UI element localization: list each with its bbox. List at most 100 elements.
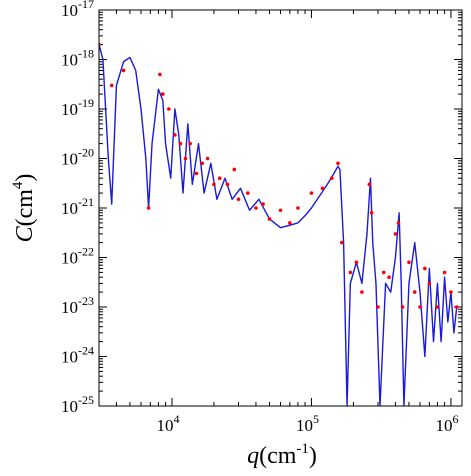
y-tick-label: 10-22 xyxy=(61,245,94,268)
data-point xyxy=(442,270,447,275)
x-tick-exp: 4 xyxy=(173,412,179,426)
data-point xyxy=(158,72,162,77)
y-tick-exp: -20 xyxy=(78,146,94,160)
data-point xyxy=(296,206,300,210)
data-point xyxy=(146,206,151,210)
data-point xyxy=(376,305,380,309)
data-point xyxy=(194,171,199,176)
data-point xyxy=(348,270,353,275)
data-point xyxy=(161,92,165,96)
y-tick-base: 10 xyxy=(61,348,78,367)
data-point xyxy=(407,260,411,265)
x-tick-labels: 104 105 106 xyxy=(156,412,458,435)
data-point xyxy=(173,133,177,137)
y-tick-base: 10 xyxy=(61,51,78,70)
data-point xyxy=(183,156,188,161)
data-point xyxy=(232,167,237,172)
y-axis-unit-exp: 4 xyxy=(10,181,26,189)
data-point xyxy=(454,305,459,309)
x-tick-label: 104 xyxy=(156,412,179,435)
y-tick-exp: -21 xyxy=(78,195,94,209)
data-point xyxy=(188,141,192,146)
x-axis-unit: cm xyxy=(267,443,297,469)
y-tick-base: 10 xyxy=(61,150,78,169)
x-tick-base: 10 xyxy=(156,416,173,435)
data-point xyxy=(427,281,432,286)
x-axis-var: q xyxy=(247,443,259,469)
x-tick-label: 106 xyxy=(435,412,458,435)
y-tick-label: 10-18 xyxy=(61,47,94,70)
data-point xyxy=(412,290,417,294)
data-point xyxy=(387,275,391,280)
x-axis-open: ( xyxy=(259,443,267,469)
x-tick-label: 105 xyxy=(296,412,319,435)
fit-line-layer xyxy=(99,44,458,406)
x-tick-base: 10 xyxy=(435,416,452,435)
plot-area xyxy=(99,42,459,406)
data-point xyxy=(449,290,453,294)
data-point xyxy=(261,202,265,206)
minor-ticks xyxy=(98,10,462,406)
y-tick-labels: 10-1710-1810-1910-2010-2110-2210-2310-24… xyxy=(61,0,94,416)
data-point xyxy=(200,161,205,166)
data-point xyxy=(178,141,183,146)
data-point xyxy=(400,305,405,309)
y-axis-unit: cm xyxy=(12,189,38,219)
points-layer xyxy=(99,42,459,309)
y-tick-label: 10-23 xyxy=(61,294,94,317)
y-tick-label: 10-24 xyxy=(61,344,94,367)
x-axis-title: q(cm-1) xyxy=(247,441,317,469)
data-point xyxy=(212,182,216,187)
data-point xyxy=(309,191,314,195)
y-tick-exp: -19 xyxy=(78,96,94,110)
data-point xyxy=(393,232,398,236)
data-point xyxy=(423,266,427,271)
data-point xyxy=(109,83,114,88)
data-point xyxy=(330,176,334,180)
y-tick-label: 10-21 xyxy=(61,195,94,218)
plot-background xyxy=(99,10,462,406)
x-tick-base: 10 xyxy=(296,416,313,435)
y-tick-exp: -18 xyxy=(78,47,94,61)
data-point xyxy=(288,221,292,225)
y-axis-title: C(cm4) xyxy=(10,174,38,243)
y-tick-exp: -17 xyxy=(78,0,94,11)
y-tick-base: 10 xyxy=(61,249,78,268)
plot-frame xyxy=(98,9,463,407)
y-tick-exp: -23 xyxy=(78,294,94,308)
data-point xyxy=(354,260,359,265)
y-tick-base: 10 xyxy=(61,199,78,218)
data-point xyxy=(205,156,210,161)
data-point xyxy=(167,107,171,111)
data-point xyxy=(217,176,222,180)
data-point xyxy=(418,305,422,309)
data-point xyxy=(381,270,386,275)
y-tick-base: 10 xyxy=(61,397,78,416)
y-tick-exp: -22 xyxy=(78,245,94,259)
data-point xyxy=(236,197,241,202)
data-point xyxy=(254,206,258,210)
data-point xyxy=(435,305,440,309)
data-point xyxy=(225,182,230,187)
data-point xyxy=(267,217,272,221)
x-axis-unit-exp: -1 xyxy=(296,441,309,457)
data-point xyxy=(367,182,372,187)
data-point xyxy=(320,186,325,191)
y-tick-label: 10-20 xyxy=(61,146,94,169)
y-tick-exp: -24 xyxy=(78,344,94,358)
data-point xyxy=(278,208,283,213)
data-point xyxy=(246,191,250,195)
data-point xyxy=(121,68,126,73)
fit-line xyxy=(99,44,458,406)
x-axis-close: ) xyxy=(309,443,317,469)
data-point xyxy=(369,211,374,215)
y-tick-base: 10 xyxy=(61,1,78,20)
y-tick-base: 10 xyxy=(61,100,78,119)
x-tick-exp: 5 xyxy=(313,412,319,426)
data-point xyxy=(360,290,364,294)
y-axis-close: ) xyxy=(12,174,38,182)
y-tick-label: 10-19 xyxy=(61,96,94,119)
y-axis-open: ( xyxy=(12,218,38,226)
data-point xyxy=(336,161,340,166)
